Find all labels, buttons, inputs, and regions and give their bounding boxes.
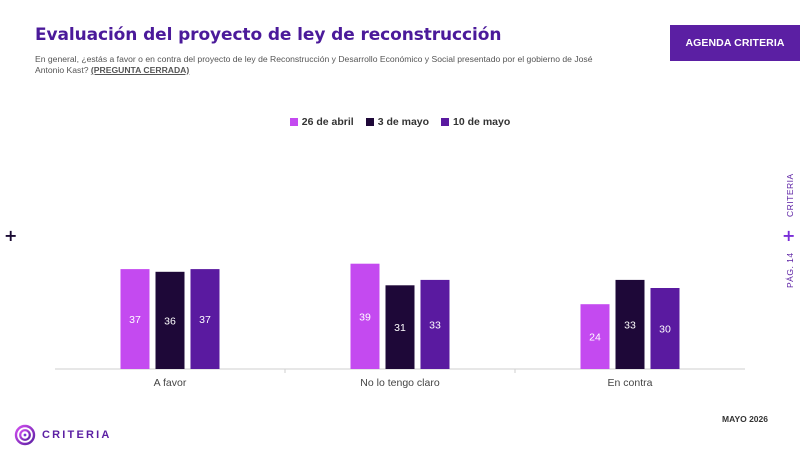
legend-swatch-2 bbox=[441, 118, 450, 126]
bar-0-0 bbox=[120, 269, 150, 369]
legend-swatch-0 bbox=[289, 118, 298, 126]
legend-item-series-2: 10 de mayo bbox=[441, 116, 510, 128]
question-body: En general, ¿estás a favor o en contra d… bbox=[35, 54, 593, 75]
question-type-tag: (PREGUNTA CERRADA) bbox=[90, 65, 190, 75]
data-label-2-1: 33 bbox=[624, 319, 636, 331]
bar-1-1 bbox=[385, 285, 415, 369]
bar-0-2 bbox=[190, 269, 220, 369]
legend-label-1: 3 de mayo bbox=[377, 116, 430, 128]
plus-icon-right: + bbox=[782, 226, 796, 245]
bar-2-2 bbox=[650, 288, 680, 369]
data-label-2-2: 30 bbox=[659, 324, 671, 336]
legend-label-0: 26 de abril bbox=[301, 116, 354, 128]
data-label-2-0: 24 bbox=[589, 332, 601, 344]
data-label-0-0: 37 bbox=[129, 314, 141, 326]
logo-text: CRITERIA bbox=[42, 429, 112, 441]
vertical-brand-label: CRITERIA bbox=[785, 173, 795, 217]
data-label-1-2: 33 bbox=[429, 319, 441, 331]
category-label-0: A favor bbox=[154, 377, 187, 389]
data-label-1-1: 31 bbox=[394, 322, 406, 334]
spiral-logo-icon bbox=[14, 424, 36, 446]
report-month: MAYO 2026 bbox=[722, 414, 768, 424]
category-label-2: En contra bbox=[608, 377, 653, 389]
bar-1-0 bbox=[350, 263, 380, 369]
legend-swatch-1 bbox=[365, 118, 374, 126]
category-label-1: No lo tengo claro bbox=[360, 377, 440, 389]
page-title: Evaluación del proyecto de ley de recons… bbox=[35, 25, 502, 45]
data-label-1-0: 39 bbox=[359, 311, 371, 323]
bar-0-1 bbox=[155, 271, 185, 369]
data-label-0-1: 36 bbox=[164, 315, 176, 327]
plus-icon-left: + bbox=[4, 226, 18, 245]
chart-legend: 26 de abril 3 de mayo 10 de mayo bbox=[0, 116, 800, 128]
bar-2-1 bbox=[615, 279, 645, 369]
bar-2-0 bbox=[580, 304, 610, 369]
data-label-0-2: 37 bbox=[199, 314, 211, 326]
legend-item-series-1: 3 de mayo bbox=[365, 116, 430, 128]
criteria-logo: CRITERIA bbox=[14, 424, 112, 446]
question-text: En general, ¿estás a favor o en contra d… bbox=[35, 54, 595, 76]
legend-item-series-0: 26 de abril bbox=[289, 116, 354, 128]
legend-label-2: 10 de mayo bbox=[453, 116, 511, 128]
agenda-badge: AGENDA CRITERIA bbox=[670, 25, 800, 61]
bar-1-2 bbox=[420, 279, 450, 369]
page-number: PÁG. 14 bbox=[785, 252, 795, 288]
